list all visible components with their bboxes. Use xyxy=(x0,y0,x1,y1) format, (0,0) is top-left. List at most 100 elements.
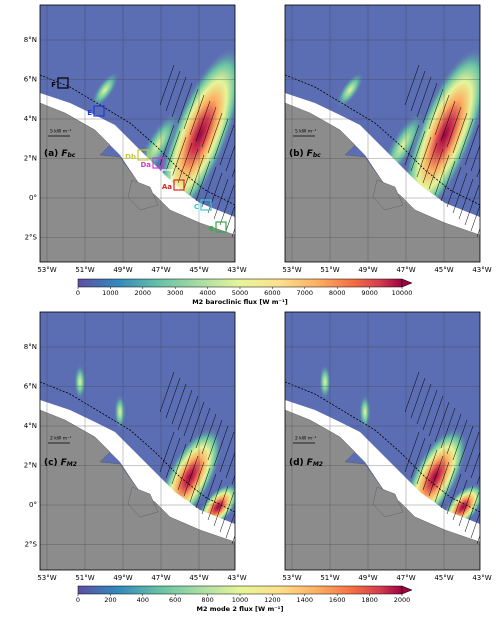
flux-arrow xyxy=(440,467,456,509)
shelf xyxy=(40,93,235,237)
flux-arrow xyxy=(410,130,426,172)
flux-arrow xyxy=(476,167,480,178)
flux-hotspot xyxy=(319,364,331,400)
colorbar-tick-label: 3000 xyxy=(167,289,184,297)
flux-arrow xyxy=(464,431,480,473)
flux-arrow xyxy=(464,491,480,533)
flux-arrow xyxy=(165,437,181,479)
colorbar-tick-label: 1000 xyxy=(232,596,249,604)
panel-label-subscript: bc xyxy=(67,152,75,159)
flux-arrow xyxy=(171,383,187,425)
flux-arrow xyxy=(434,461,450,503)
flux-arrow xyxy=(165,130,181,172)
flux-arrow xyxy=(452,479,468,521)
flux-arrow xyxy=(201,106,217,148)
flux-arrow xyxy=(476,474,480,485)
flux-arrow xyxy=(458,485,474,527)
lon-tick-label: 51°W xyxy=(75,266,94,274)
lat-tick-label: 6°N xyxy=(24,76,37,84)
panel-label-letter: (d) xyxy=(289,458,304,468)
flux-arrow xyxy=(195,100,211,142)
flux-arrow xyxy=(219,124,235,166)
colorbar-extend xyxy=(401,278,413,288)
region-label: F xyxy=(51,81,56,89)
lon-tick-label: 47°W xyxy=(396,266,415,274)
lat-tick-label: 4°N xyxy=(24,115,37,123)
region-box xyxy=(161,169,173,181)
panel-label-letter: (c) xyxy=(44,458,58,468)
flux-arrow xyxy=(171,76,187,118)
flux-arrow xyxy=(452,419,468,461)
flux-arrow xyxy=(404,371,420,413)
colorbar-tick-label: 800 xyxy=(201,596,213,604)
flux-arrow xyxy=(422,82,438,124)
colorbar-tick-label: 7000 xyxy=(297,289,314,297)
flux-hotspot xyxy=(359,394,371,430)
lat-tick-label: 8°N xyxy=(24,343,37,351)
colorbar-tick-label: 2000 xyxy=(135,289,152,297)
flux-arrow xyxy=(464,124,480,166)
panel-label-symbol: F xyxy=(61,149,68,159)
flux-arrow xyxy=(231,474,235,485)
lon-tick-label: 49°W xyxy=(358,574,377,582)
panel-label: (d) FM2 xyxy=(289,458,323,468)
panel-label-symbol: F xyxy=(307,458,314,468)
panel-label-symbol: F xyxy=(61,458,68,468)
flux-arrow xyxy=(201,473,217,515)
flux-arrow xyxy=(404,431,420,473)
flux-hotspot xyxy=(335,71,365,109)
flux-arrow xyxy=(189,94,205,136)
flux-arrow xyxy=(428,148,444,190)
flux-arrow xyxy=(183,148,199,190)
lon-tick-label: 47°W xyxy=(151,266,170,274)
panel-frame xyxy=(284,311,481,571)
region-box xyxy=(137,149,149,161)
flux-arrow xyxy=(159,64,175,106)
flux-arrow xyxy=(189,401,205,443)
flux-arrow xyxy=(189,154,205,196)
panel-frame xyxy=(284,4,481,263)
flux-arrow xyxy=(404,64,420,106)
colorbar-tick-label: 0 xyxy=(76,289,80,297)
flux-arrow xyxy=(177,449,193,491)
panel-frame xyxy=(39,4,236,263)
panel-label-letter: (a) xyxy=(44,149,58,159)
lon-tick-label: 49°W xyxy=(113,574,132,582)
panel-label-subscript: bc xyxy=(313,152,321,159)
flux-arrow xyxy=(207,172,223,214)
map-panel: 2 kW m⁻¹ (d) FM2 xyxy=(284,311,481,571)
lat-tick-label: 0° xyxy=(29,194,37,202)
flux-arrow xyxy=(428,88,444,130)
lon-tick-label: 45°W xyxy=(434,574,453,582)
region-box xyxy=(93,105,105,117)
flux-arrow xyxy=(231,227,235,238)
shelf xyxy=(40,400,235,544)
flux-arrow xyxy=(458,425,474,467)
map-content xyxy=(40,312,235,570)
flux-arrow xyxy=(410,377,426,419)
lat-tick-label: 2°S xyxy=(25,541,38,549)
flux-arrow xyxy=(219,184,235,226)
flux-arrow xyxy=(458,178,474,220)
flux-arrow xyxy=(422,389,438,431)
lon-tick-label: 45°W xyxy=(189,574,208,582)
lon-tick-label: 53°W xyxy=(37,266,56,274)
flux-arrow xyxy=(416,76,432,118)
shelf xyxy=(285,400,480,544)
panel-label: (a) Fbc xyxy=(44,149,76,159)
flux-arrow xyxy=(446,473,462,515)
colorbar-tick-label: 10000 xyxy=(392,289,413,297)
panel-frame xyxy=(39,311,236,571)
region-box xyxy=(152,157,164,169)
colorbar-tick-label: 9000 xyxy=(361,289,378,297)
region-label: Ab xyxy=(150,173,160,181)
flux-arrow xyxy=(213,178,229,220)
lon-tick-label: 51°W xyxy=(320,574,339,582)
flux-arrow xyxy=(219,431,235,473)
flux-arrow xyxy=(416,136,432,178)
flux-arrow xyxy=(428,395,444,437)
lat-tick-label: 2°N xyxy=(24,155,37,163)
island xyxy=(372,179,404,211)
